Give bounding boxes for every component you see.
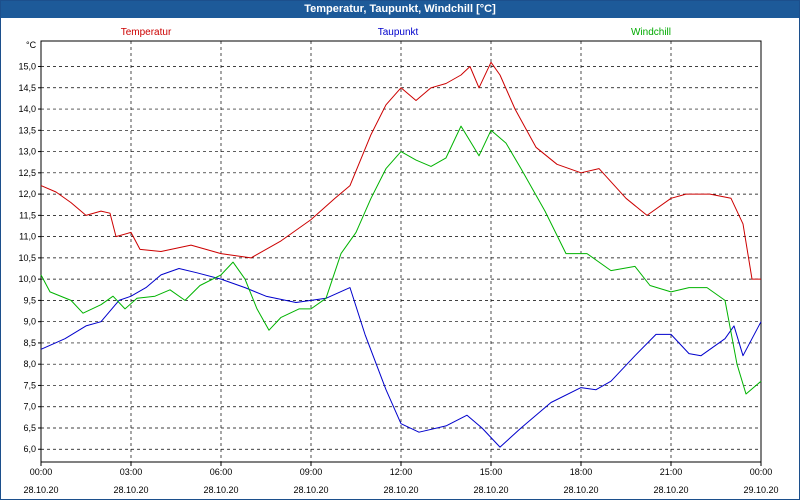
y-tick-label: 12,0 [18, 189, 36, 199]
y-tick-label: 9,0 [23, 317, 36, 327]
y-tick-label: 11,0 [19, 232, 36, 242]
y-tick-label: 14,0 [18, 104, 36, 114]
x-tick-time: 09:00 [300, 467, 323, 477]
x-tick-date: 28.10.20 [383, 485, 418, 495]
x-axis: 00:00 28.10.20 03:00 28.10.20 06:00 28.10.20 0… [23, 462, 779, 495]
legend-taupunkt: Taupunkt [378, 27, 419, 38]
legend-temperatur: Temperatur [121, 27, 172, 38]
x-tick-date: 28.10.20 [473, 485, 508, 495]
x-tick-date: 29.10.20 [743, 485, 778, 495]
y-tick-label: 8,5 [23, 338, 36, 348]
x-tick-date: 28.10.20 [293, 485, 328, 495]
y-tick-label: 12,5 [18, 168, 36, 178]
x-tick-date: 28.10.20 [653, 485, 688, 495]
y-tick-label: 8,0 [23, 359, 36, 369]
x-tick-date: 28.10.20 [203, 485, 238, 495]
x-tick-time: 00:00 [30, 467, 53, 477]
x-tick-time: 12:00 [390, 467, 413, 477]
x-tick-time: 06:00 [210, 467, 233, 477]
legend-windchill: Windchill [631, 27, 671, 38]
series-line-taupunkt [40, 268, 762, 448]
y-tick-label: 14,5 [18, 83, 36, 93]
y-tick-label: 10,0 [18, 274, 36, 284]
y-tick-label: 15,0 [18, 62, 36, 72]
y-tick-label: 13,0 [18, 147, 36, 157]
x-tick-time: 21:00 [660, 467, 683, 477]
y-tick-label: 10,5 [18, 253, 36, 263]
x-tick-time: 00:00 [750, 467, 773, 477]
chart-title: Temperatur, Taupunkt, Windchill [°C] [1, 1, 799, 18]
x-tick-time: 15:00 [480, 467, 503, 477]
y-tick-label: 7,0 [23, 402, 36, 412]
x-tick-date: 28.10.20 [563, 485, 598, 495]
y-tick-label: 6,0 [23, 444, 36, 454]
y-tick-label: 11,5 [19, 210, 36, 220]
series-lines [40, 61, 762, 448]
grid-lines [41, 41, 761, 462]
y-tick-label: 6,5 [23, 423, 36, 433]
series-line-windchill [40, 125, 762, 395]
series-line-temperatur [40, 61, 761, 280]
x-tick-time: 03:00 [120, 467, 143, 477]
y-tick-label: 9,5 [23, 295, 36, 305]
x-tick-date: 28.10.20 [113, 485, 148, 495]
y-tick-label: 13,5 [18, 125, 36, 135]
x-tick-time: 18:00 [570, 467, 593, 477]
y-axis: 6,0 6,5 7,0 7,5 8,0 8,5 9,0 9,5 10,0 10,5 11,0 11,5… [18, 62, 41, 454]
y-tick-label: 7,5 [23, 380, 36, 390]
y-axis-label: °C [26, 40, 37, 50]
x-tick-date: 28.10.20 [23, 485, 58, 495]
